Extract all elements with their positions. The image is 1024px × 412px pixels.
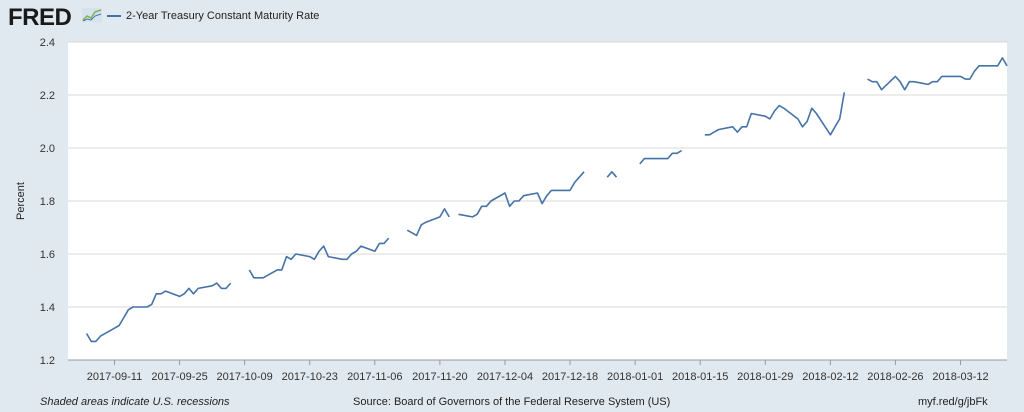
x-tick-label: 2018-03-12 [932, 371, 988, 383]
short-link[interactable]: myf.red/g/jbFk [918, 396, 988, 408]
y-tick-label: 1.2 [40, 355, 55, 367]
y-tick-label: 1.8 [40, 196, 55, 208]
y-axis-label: Percent [15, 182, 27, 220]
x-tick-label: 2017-12-04 [477, 371, 533, 383]
x-tick-label: 2017-11-20 [412, 371, 467, 383]
x-tick-label: 2017-11-06 [347, 371, 402, 383]
y-axis-ticks: 1.2 1.4 1.6 1.8 2.0 2.2 2.4 [40, 37, 55, 367]
y-tick-label: 1.4 [40, 302, 55, 314]
series-layer [85, 57, 1008, 343]
x-tick-label: 2017-10-23 [282, 371, 338, 383]
series-line-segment [85, 282, 232, 343]
x-tick-label: 2018-01-01 [607, 371, 663, 383]
x-tick-label: 2017-09-11 [87, 371, 142, 383]
x-tick-label: 2018-01-29 [737, 371, 793, 383]
chart-header: FRED 2-Year Treasury Constant Maturity R… [0, 0, 1024, 34]
source-text: Source: Board of Governors of the Federa… [353, 396, 671, 408]
series-line-segment [867, 57, 1008, 91]
x-tick-label: 2018-01-15 [672, 371, 728, 383]
series-line-segment [606, 171, 618, 178]
chart-legend: 2-Year Treasury Constant Maturity Rate [107, 10, 319, 22]
series-line-segment [458, 171, 585, 218]
series-line-segment [639, 149, 683, 165]
chart-footer: Shaded areas indicate U.S. recessions So… [0, 393, 1024, 411]
x-tick-label: 2018-02-12 [802, 371, 858, 383]
x-tick-label: 2017-10-09 [217, 371, 273, 383]
y-tick-label: 2.2 [40, 90, 55, 102]
x-axis-ticks: 2017-09-11 2017-09-25 2017-10-09 2017-10-23… [68, 359, 1007, 383]
x-tick-label: 2017-09-25 [151, 371, 207, 383]
series-line-segment [406, 208, 450, 237]
legend-swatch [107, 15, 121, 17]
chart-line-icon [82, 8, 102, 22]
y-tick-label: 1.6 [40, 249, 55, 261]
line-chart: 1.21.41.61.82.02.22.4 2017-09-11 2017-09-… [15, 37, 1008, 383]
series-line-segment [248, 237, 390, 279]
series-line-segment [704, 92, 846, 136]
x-tick-label: 2017-12-18 [542, 371, 598, 383]
x-tick-label: 2018-02-26 [867, 371, 923, 383]
fred-logo[interactable]: FRED [8, 4, 72, 31]
recession-note: Shaded areas indicate U.S. recessions [40, 396, 230, 408]
y-tick-label: 2.4 [40, 37, 55, 49]
y-tick-label: 2.0 [40, 143, 55, 155]
legend-label: 2-Year Treasury Constant Maturity Rate [126, 10, 320, 22]
